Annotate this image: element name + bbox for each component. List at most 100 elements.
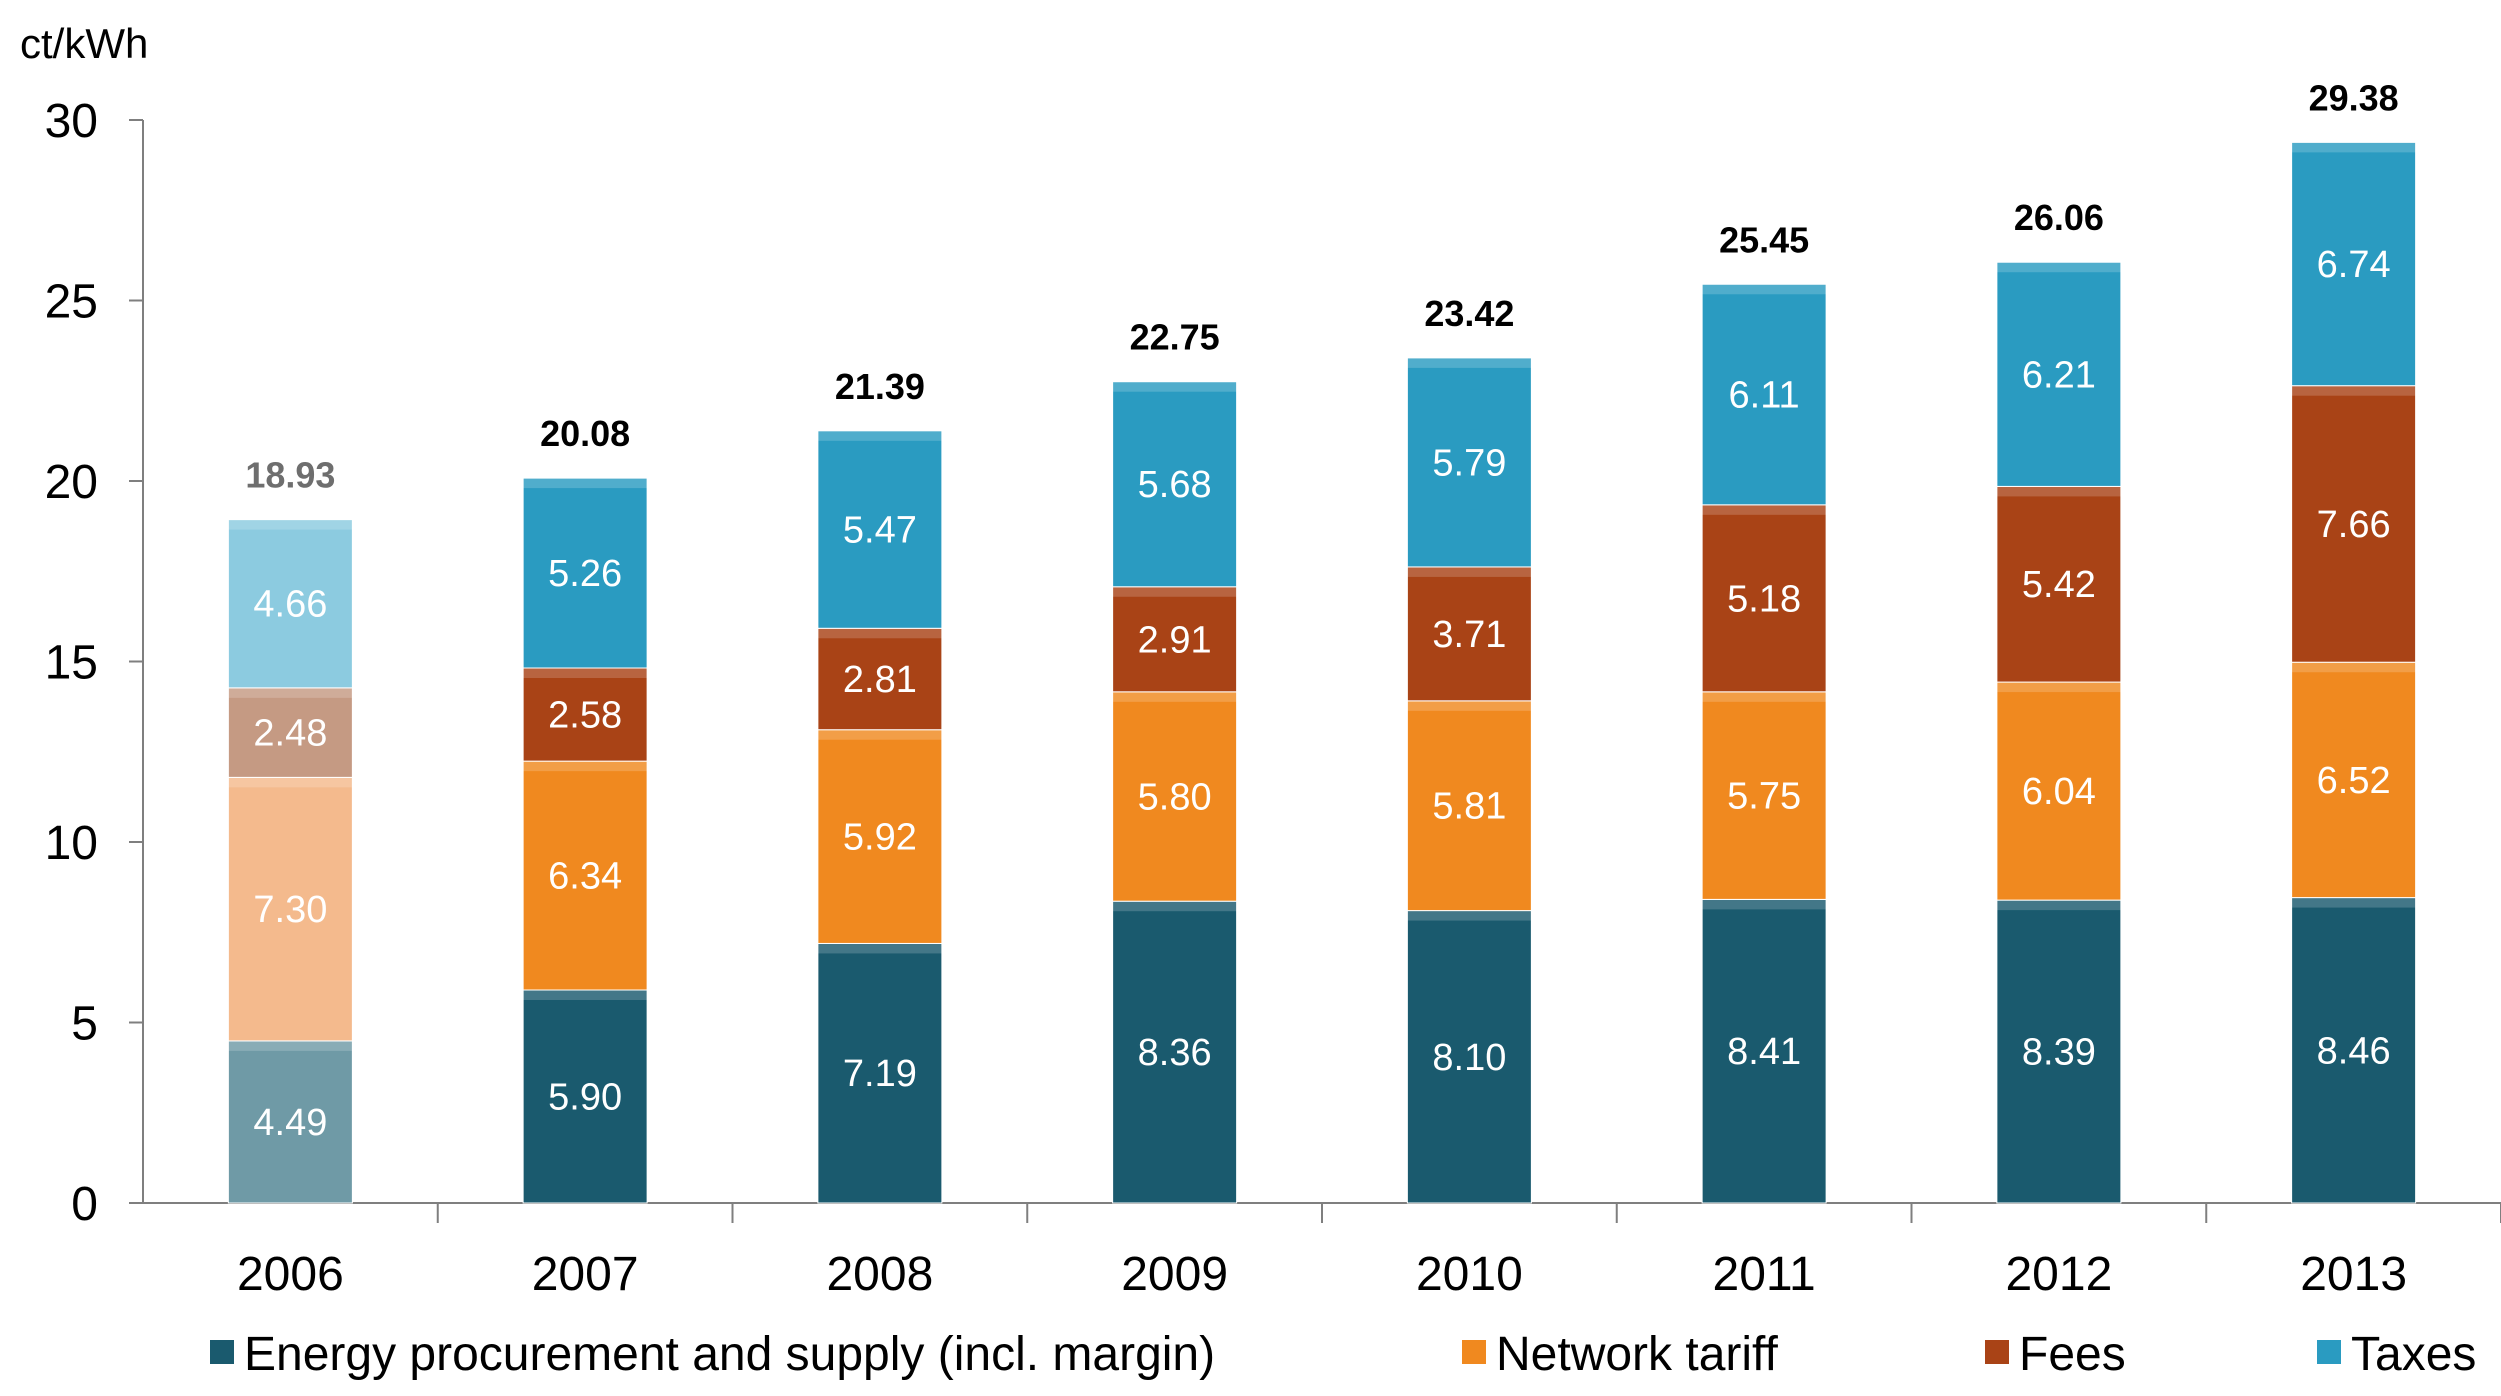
- bar-segment-highlight: [1996, 682, 2121, 693]
- data-label: 2.91: [1138, 619, 1212, 661]
- bar-segment-energy-2007: [522, 989, 648, 1204]
- bar-segment-taxes-2006: [227, 519, 353, 689]
- bar-segment-network-2007: [522, 760, 648, 991]
- data-label: 2.58: [548, 695, 622, 737]
- bar-segment-fees-2007: [522, 667, 648, 762]
- bar-segment-taxes-2013: [2291, 141, 2417, 387]
- bar-segment-highlight: [1112, 381, 1237, 392]
- legend-label: Network tariff: [1496, 1328, 1779, 1381]
- data-label: 4.49: [253, 1102, 327, 1144]
- y-axis-unit-label: ct/kWh: [20, 20, 148, 67]
- bar-segment-network-2011: [1701, 691, 1827, 900]
- bar-segment-energy-2008: [817, 942, 943, 1204]
- total-label: 25.45: [1719, 219, 1809, 260]
- data-label: 5.18: [1727, 578, 1801, 620]
- data-label: 5.75: [1727, 776, 1801, 818]
- data-label: 6.04: [2022, 771, 2096, 813]
- data-label: 5.42: [2022, 564, 2096, 606]
- data-label: 8.46: [2317, 1030, 2391, 1072]
- bar-segment-highlight: [817, 628, 942, 639]
- bar-segment-highlight: [817, 729, 942, 740]
- bar-segment-taxes-2011: [1701, 283, 1827, 506]
- bar-stack-2011: 8.41 5.75 5.18 6.11 25.45: [1701, 219, 1827, 1204]
- total-label: 22.75: [1130, 317, 1220, 358]
- bar-segment-highlight: [1996, 486, 2121, 497]
- x-tick-label: 2013: [2300, 1248, 2407, 1301]
- bar-segment-network-2012: [1996, 681, 2122, 901]
- total-label: 29.38: [2309, 77, 2399, 118]
- bar-segment-energy-2012: [1996, 899, 2122, 1204]
- y-tick-label: 5: [71, 998, 98, 1051]
- data-label: 2.81: [843, 659, 917, 701]
- legend-label: Fees: [2019, 1328, 2126, 1381]
- x-tick-label: 2009: [1121, 1248, 1228, 1301]
- data-label: 8.39: [2022, 1032, 2096, 1074]
- bar-segment-fees-2010: [1406, 566, 1532, 702]
- bar-segment-highlight: [2291, 142, 2416, 153]
- bar-segment-highlight: [228, 1040, 353, 1051]
- data-label: 5.90: [548, 1077, 622, 1119]
- total-label: 18.93: [245, 455, 335, 496]
- bar-segment-network-2009: [1112, 691, 1238, 902]
- bar-segment-highlight: [2291, 662, 2416, 673]
- bar-segment-highlight: [1112, 691, 1237, 702]
- data-label: 6.52: [2317, 760, 2391, 802]
- total-label: 21.39: [835, 366, 925, 407]
- bar-segment-fees-2008: [817, 627, 943, 731]
- bar-segment-highlight: [1702, 504, 1827, 515]
- total-label: 23.42: [1424, 293, 1514, 334]
- bar-segment-taxes-2007: [522, 477, 648, 669]
- bars: 4.49 7.30 2.48 4.66 18.93 2006 5.90 6.34 2.58 5.2…: [227, 77, 2417, 1301]
- data-label: 7.66: [2317, 504, 2391, 546]
- data-label: 8.41: [1727, 1031, 1801, 1073]
- data-label: 2.48: [253, 713, 327, 755]
- bar-stack-2012: 8.39 6.04 5.42 6.21 26.06: [1996, 197, 2122, 1204]
- x-tick-label: 2010: [1416, 1248, 1523, 1301]
- bar-stack-2009: 8.36 5.80 2.91 5.68 22.75: [1112, 317, 1238, 1204]
- bar-segment-taxes-2009: [1112, 381, 1238, 588]
- y-tick-label: 0: [71, 1178, 98, 1231]
- bar-stack-2008: 7.19 5.92 2.81 5.47 21.39: [817, 366, 943, 1204]
- bar-segment-highlight: [228, 687, 353, 698]
- bar-segment-highlight: [1996, 262, 2121, 273]
- bar-segment-network-2006: [227, 776, 353, 1042]
- data-label: 7.30: [253, 889, 327, 931]
- bar-segment-energy-2013: [2291, 897, 2417, 1204]
- bar-segment-highlight: [817, 430, 942, 441]
- bar-segment-fees-2009: [1112, 586, 1238, 693]
- bar-segment-fees-2013: [2291, 385, 2417, 663]
- data-label: 5.47: [843, 510, 917, 552]
- data-label: 7.19: [843, 1053, 917, 1095]
- bar-segment-highlight: [1702, 284, 1827, 295]
- bar-segment-energy-2010: [1406, 910, 1532, 1204]
- bar-segment-highlight: [523, 761, 648, 772]
- bar-segment-highlight: [1112, 586, 1237, 597]
- x-tick-label: 2007: [532, 1248, 639, 1301]
- bar-segment-highlight: [523, 478, 648, 489]
- bar-segment-highlight: [228, 519, 353, 530]
- total-label: 20.08: [540, 413, 630, 454]
- total-label: 26.06: [2014, 197, 2104, 238]
- data-label: 5.80: [1138, 777, 1212, 819]
- legend-swatch: [210, 1340, 234, 1364]
- legend-label: Energy procurement and supply (incl. mar…: [244, 1328, 1215, 1381]
- bar-segment-highlight: [523, 667, 648, 678]
- y-tick-label: 20: [45, 456, 98, 509]
- bar-segment-fees-2006: [227, 687, 353, 778]
- bar-segment-highlight: [2291, 897, 2416, 908]
- bar-stack-2013: 8.46 6.52 7.66 6.74 29.38: [2291, 77, 2417, 1204]
- bar-segment-highlight: [1112, 901, 1237, 912]
- x-tick-label: 2006: [237, 1248, 344, 1301]
- bar-segment-highlight: [523, 990, 648, 1001]
- bar-segment-highlight: [1407, 910, 1532, 921]
- data-label: 5.79: [1432, 442, 1506, 484]
- data-label: 5.26: [548, 553, 622, 595]
- bar-segment-highlight: [228, 777, 353, 788]
- data-label: 6.74: [2317, 244, 2391, 286]
- bar-segment-taxes-2012: [1996, 261, 2122, 487]
- bar-segment-network-2008: [817, 729, 943, 944]
- bar-segment-energy-2009: [1112, 900, 1238, 1204]
- bar-segment-taxes-2008: [817, 430, 943, 629]
- legend: Energy procurement and supply (incl. mar…: [210, 1328, 2476, 1381]
